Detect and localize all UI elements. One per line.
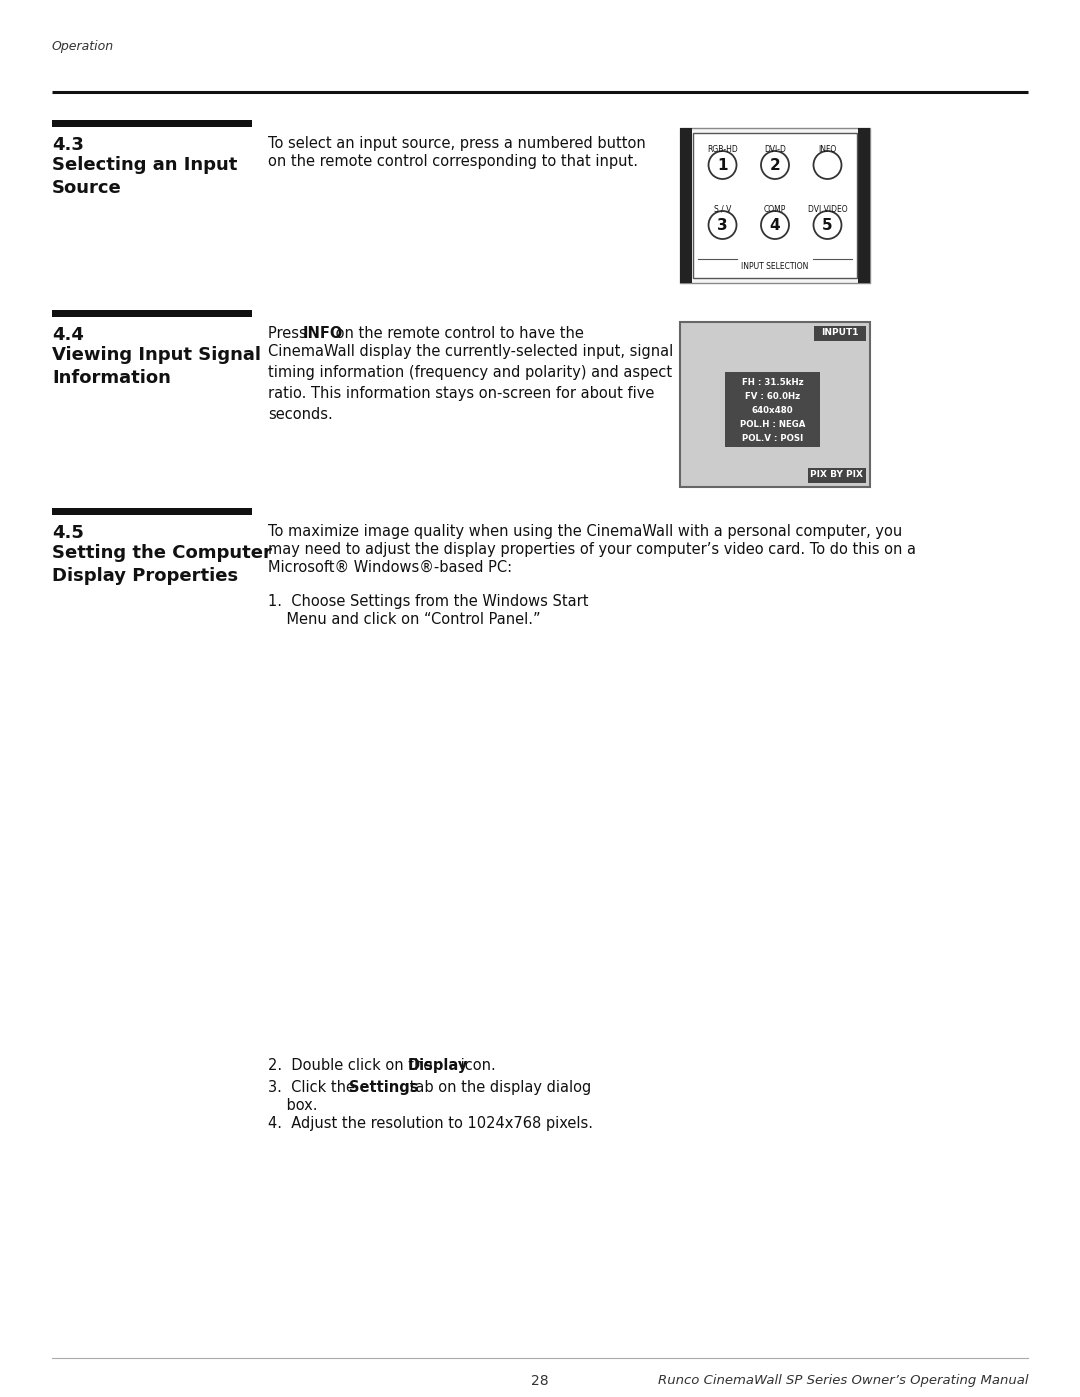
Text: 3.  Click the: 3. Click the [268,1080,360,1095]
Text: may need to adjust the display properties of your computer’s video card. To do t: may need to adjust the display propertie… [268,542,916,557]
Text: COMP: COMP [764,205,786,214]
Bar [725,372,820,447]
Text: Menu and click on “Control Panel.”: Menu and click on “Control Panel.” [268,612,541,627]
Text: on the remote control corresponding to that input.: on the remote control corresponding to t… [268,154,638,169]
Text: Settings: Settings [349,1080,419,1095]
Text: INFO: INFO [302,326,343,341]
Text: 4.4: 4.4 [52,326,84,344]
Text: PIX BY PIX: PIX BY PIX [810,469,864,479]
Text: INFO: INFO [819,145,837,154]
Circle shape [761,151,789,179]
Circle shape [813,211,841,239]
Text: S / V: S / V [714,205,731,214]
Text: Runco CinemaWall SP Series Owner’s Operating Manual: Runco CinemaWall SP Series Owner’s Opera… [658,1375,1028,1387]
Text: To maximize image quality when using the CinemaWall with a personal computer, yo: To maximize image quality when using the… [268,524,902,539]
Bar [680,321,870,488]
Circle shape [708,151,737,179]
Text: Operation: Operation [52,41,114,53]
Bar [52,310,252,317]
Text: POL.H : NEGA: POL.H : NEGA [740,420,806,429]
Text: INPUT SELECTION: INPUT SELECTION [741,263,809,271]
Text: Setting the Computer
Display Properties: Setting the Computer Display Properties [52,543,272,585]
Text: 1: 1 [717,158,728,172]
Text: 3: 3 [717,218,728,232]
Text: INPUT1: INPUT1 [821,328,859,337]
Bar [814,326,866,341]
Bar [52,509,252,515]
Text: box.: box. [268,1098,318,1113]
Text: DVI VIDEO: DVI VIDEO [808,205,848,214]
Text: 5: 5 [822,218,833,232]
Circle shape [813,151,841,179]
Text: 4.3: 4.3 [52,136,84,154]
Circle shape [708,211,737,239]
Text: Press: Press [268,326,311,341]
Bar [693,133,858,278]
Text: POL.V : POSI: POL.V : POSI [742,434,804,443]
Text: FH : 31.5kHz: FH : 31.5kHz [742,379,804,387]
Text: CinemaWall display the currently-selected input, signal
timing information (freq: CinemaWall display the currently-selecte… [268,344,673,422]
Text: Microsoft® Windows®-based PC:: Microsoft® Windows®-based PC: [268,560,512,576]
Text: 4.  Adjust the resolution to 1024x768 pixels.: 4. Adjust the resolution to 1024x768 pix… [268,1116,593,1132]
Text: 2: 2 [770,158,781,172]
Text: 28: 28 [531,1375,549,1389]
Text: 2.  Double click on the: 2. Double click on the [268,1058,437,1073]
Text: RGB-HD: RGB-HD [707,145,738,154]
Text: DVI-D: DVI-D [764,145,786,154]
Text: Display: Display [407,1058,468,1073]
Bar [808,468,866,483]
Text: on the remote control to have the: on the remote control to have the [330,326,583,341]
Bar [680,129,870,284]
Bar [680,129,692,284]
Text: 4.5: 4.5 [52,524,84,542]
Text: Viewing Input Signal
Information: Viewing Input Signal Information [52,346,261,387]
Text: Selecting an Input
Source: Selecting an Input Source [52,156,238,197]
Circle shape [761,211,789,239]
Bar [858,129,870,284]
Text: icon.: icon. [456,1058,496,1073]
Text: To select an input source, press a numbered button: To select an input source, press a numbe… [268,136,646,151]
Text: 4: 4 [770,218,781,232]
Text: 1.  Choose Settings from the Windows Start: 1. Choose Settings from the Windows Star… [268,594,589,609]
Text: 640x480: 640x480 [752,407,794,415]
Text: tab on the display dialog: tab on the display dialog [405,1080,592,1095]
Text: FV : 60.0Hz: FV : 60.0Hz [745,393,800,401]
Bar [52,120,252,127]
